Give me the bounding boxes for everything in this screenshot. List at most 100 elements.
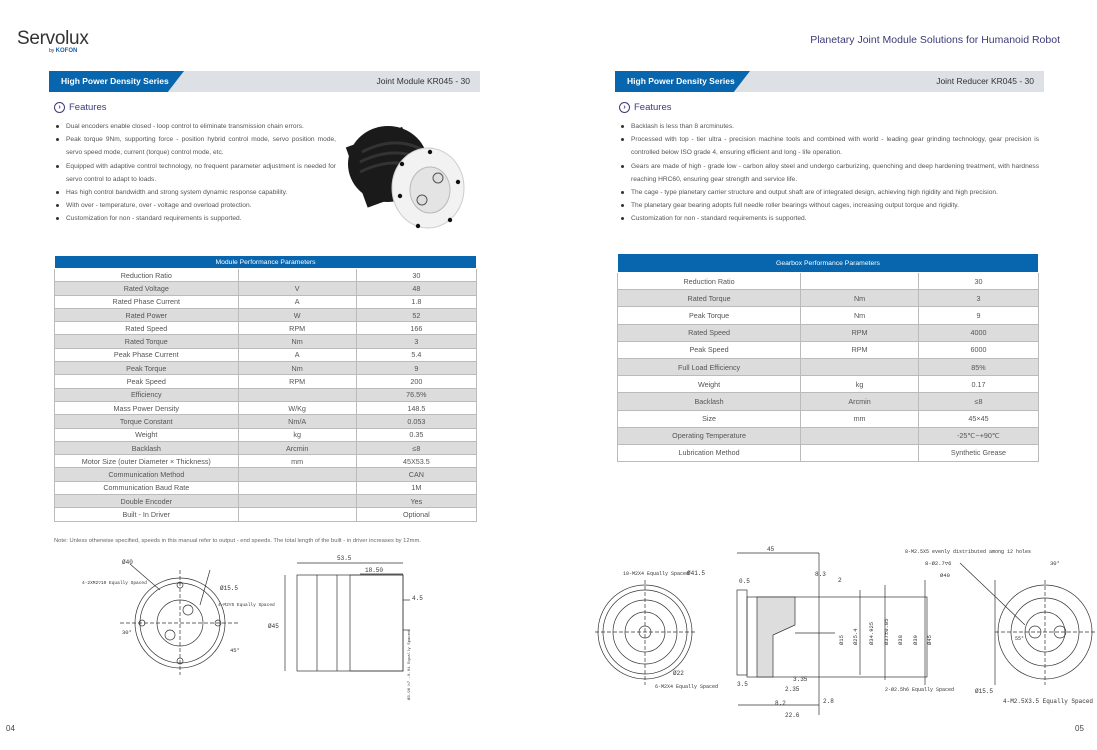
cell-value: 166 [355,321,478,336]
cell-unit: RPM [800,323,919,342]
cell-parameter: Built - In Driver [54,507,239,522]
cell-parameter: Communication Method [54,467,239,482]
dim-d155: Ø15.5 [220,585,238,592]
brand-sub: by KOFON [49,48,77,54]
cell-unit: kg [800,375,919,394]
dim-l35: 3.5 [737,681,748,688]
feature-item: With over - temperature, over - voltage … [54,199,336,212]
cell-parameter: Lubrication Method [616,443,802,463]
cell-parameter: Size [616,409,802,428]
gearbox-parameters-table: Gearbox Performance Parameters Reduction… [616,253,1039,463]
feature-item: Customization for non - standard require… [54,212,336,225]
cell-parameter: Efficiency [54,387,239,402]
table-row: Double Encoder Yes [54,494,478,509]
cell-unit: RPM [237,374,357,389]
dim-diameter: Ø37±0.05 [883,619,890,645]
table-row: Mass Power Density W/Kg 148.5 [54,400,478,416]
cell-parameter: Backlash [616,392,802,411]
page-number-right: 05 [1075,724,1084,733]
table-title: Module Performance Parameters [54,255,477,269]
cell-value: 45×45 [918,409,1039,428]
cell-parameter: Rated Torque [54,334,239,349]
cell-parameter: Full Load Efficiency [616,357,802,377]
dim-d27: 8-Ø2.7▽6 [925,560,951,567]
dim-l05: 0.5 [739,578,750,585]
cell-value: Synthetic Grease [918,443,1039,463]
table-row: Peak Phase Current A 5.4 [54,347,478,363]
cell-value: 3 [918,289,1039,308]
series-label: High Power Density Series [615,71,750,92]
features-heading: › Features [54,102,107,113]
cell-value: 0.053 [355,414,478,429]
cell-parameter: Peak Speed [54,374,239,389]
cell-parameter: Mass Power Density [54,400,239,416]
cell-unit: Nm [800,306,919,325]
dim-l226: 22.6 [785,712,800,719]
cell-parameter: Torque Constant [54,414,239,429]
cell-unit [237,467,357,482]
table-row: Rated Speed RPM 166 [54,321,478,336]
dim-diameter: Ø45 [926,635,933,645]
dim-a45: 45° [230,647,240,654]
dim-holes8: 8-M2.5X5 evenly distributed among 12 hol… [905,549,1031,555]
table-row: Full Load Efficiency 85% [616,357,1039,377]
note-text: Note: Unless otherwise specified, speeds… [54,538,421,544]
cell-value: 6000 [918,340,1039,359]
cell-parameter: Reduction Ratio [54,267,239,283]
cell-unit: Nm [800,289,919,308]
dim-l82: 8.2 [775,700,786,707]
dim-r30: 30° [1050,560,1060,567]
table-row: Backlash Arcmin ≤8 [616,392,1039,411]
dim-diameter: Ø25.4 [852,628,859,645]
features-list-right: Backlash is less than 8 arcminutes. Proce… [619,120,1039,226]
feature-item: Processed with top - tier ultra - precis… [619,133,1039,159]
feature-item: Equipped with adaptive control technolog… [54,160,336,186]
cell-parameter: Operating Temperature [616,426,802,445]
dim-d155: Ø15.5 [975,688,993,695]
cell-parameter: Reduction Ratio [616,271,802,291]
left-banner: High Power Density Series Joint Module K… [49,71,480,92]
cell-value: 9 [918,306,1039,325]
table-row: Rated Phase Current A 1.8 [54,294,478,309]
feature-item: Customization for non - standard require… [619,212,1039,225]
dim-d40: Ø40 [122,559,133,566]
cell-parameter: Rated Speed [616,323,802,342]
dim-length: 53.5 [337,555,352,562]
cell-parameter: Double Encoder [54,494,239,509]
table-row: Peak Torque Nm 9 [54,361,478,376]
table-row: Weight kg 0.17 [616,375,1039,394]
page-number-left: 04 [6,724,15,733]
cell-parameter: Peak Phase Current [54,347,239,363]
cell-value: 48 [355,281,478,296]
feature-item: The planetary gear bearing adopts full n… [619,199,1039,212]
feature-item: Dual encoders enable closed - loop contr… [54,120,336,133]
cell-unit [237,387,357,402]
table-row: Peak Speed RPM 6000 [616,340,1039,359]
cell-value: 148.5 [355,400,478,416]
cell-value: 52 [355,307,478,323]
dim-holes10: 10-M2X4 Equally Spaced [623,571,689,577]
dim-holes4: 4-M2.5X3.5 Equally Spaced [1003,698,1093,705]
cell-parameter: Rated Phase Current [54,294,239,309]
cell-value: 45X53.5 [355,454,478,469]
cell-unit: Arcmin [800,392,919,411]
cell-value: 1.8 [355,294,478,309]
cell-unit: mm [237,454,357,469]
dim-holes-b: 4-M2▽5 Equally Spaced [218,602,275,608]
brand-sub-name: KOFON [55,48,78,54]
dim-d40: Ø40 [940,572,950,579]
feature-item: Peak torque 9Nm, supporting force - posi… [54,133,336,159]
table-row: Rated Power W 52 [54,307,478,323]
product-photo-joint-module [345,126,465,229]
cell-parameter: Weight [616,375,802,394]
cell-unit: RPM [237,321,357,336]
features-list-left: Dual encoders enable closed - loop contr… [54,120,336,226]
table-row: Reduction Ratio 30 [54,267,478,283]
cell-value: CAN [355,467,478,482]
cell-parameter: Rated Torque [616,289,802,308]
cell-parameter: Peak Torque [616,306,802,325]
dim-holes6: 6-M2X4 Equally Spaced [655,684,718,690]
cell-unit [800,357,919,377]
features-heading-text: Features [69,102,107,113]
dim-a30: 30° [122,629,132,636]
